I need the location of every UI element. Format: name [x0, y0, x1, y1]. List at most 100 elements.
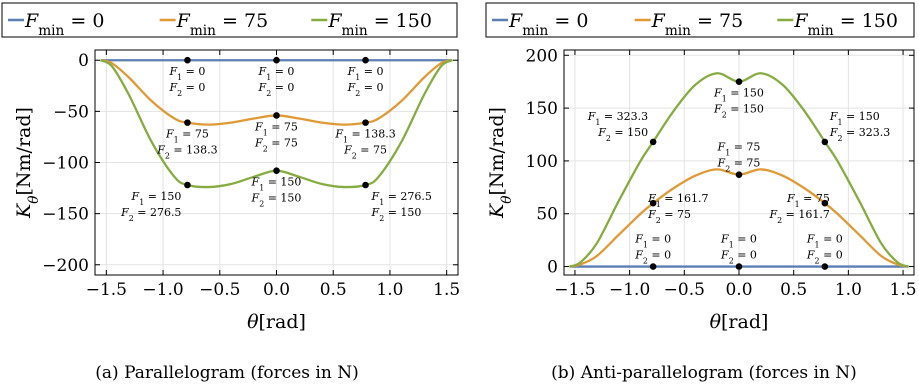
x-tick-label: 1.0	[835, 280, 862, 300]
x-tick-label: 0.5	[320, 280, 347, 300]
y-tick-label: −200	[42, 256, 89, 276]
point-annotation: F2 = 161.7	[768, 208, 829, 225]
data-point	[735, 263, 743, 270]
point-annotation: F2 = 75	[254, 136, 298, 153]
grid	[564, 50, 914, 275]
x-tick-label: −1.0	[142, 280, 183, 300]
point-annotation: F1 = 0	[720, 233, 757, 250]
point-annotation: F1 = 0	[806, 233, 843, 250]
data-point	[821, 263, 829, 270]
point-annotation: F2 = 150	[371, 206, 422, 223]
y-tick-label: −100	[42, 154, 89, 174]
data-point	[362, 56, 369, 64]
legend-entry-label: Fmin = 75	[176, 10, 269, 39]
legend-entry-label: Fmin = 150	[327, 10, 432, 39]
x-tick-label: −1.5	[86, 280, 127, 300]
y-axis-label: Kθ[Nm/rad]	[486, 107, 515, 219]
x-tick-label: −1.5	[554, 280, 595, 300]
x-tick-label: 0.0	[263, 280, 290, 300]
point-annotation: F1 = 0	[347, 65, 384, 82]
point-annotation: F2 = 0	[258, 81, 295, 98]
point-annotation: F2 = 75	[717, 157, 761, 174]
point-annotation: F1 = 75	[254, 120, 298, 137]
y-tick-label: 200	[526, 46, 558, 66]
chart-anti-parallelogram: Fmin = 0 Fmin = 75 Fmin = 150 −1.5 −1.0 −0.5 0…	[485, 2, 917, 383]
data-point	[735, 78, 743, 85]
x-tick-label: −1.0	[609, 280, 650, 300]
data-point	[362, 119, 369, 126]
legend-entry-label: Fmin = 0	[24, 10, 104, 39]
data-point	[649, 138, 657, 146]
x-axis-label: θ[rad]	[247, 311, 306, 333]
y-tick-label: 0	[547, 258, 558, 278]
point-annotation: F2 = 150	[251, 192, 302, 209]
caption: (a) Parallelogram (forces in N)	[95, 363, 358, 383]
legend: Fmin = 0 Fmin = 75 Fmin = 150	[1, 2, 458, 39]
x-axis-label: θ[rad]	[710, 311, 769, 333]
legend-entry-label: Fmin = 0	[508, 10, 588, 39]
x-tick-label: −0.5	[664, 280, 705, 300]
point-annotation: F1 = 138.3	[334, 128, 395, 145]
point-annotation: F2 = 0	[347, 81, 384, 98]
point-annotation: F1 = 161.7	[647, 192, 708, 209]
legend-entry-label: Fmin = 75	[651, 10, 744, 39]
y-tick-label: −50	[53, 102, 89, 122]
point-annotation: F1 = 276.5	[371, 190, 432, 207]
data-point	[273, 167, 280, 174]
point-annotation: F1 = 0	[634, 233, 671, 250]
x-tick-label: 1.5	[890, 280, 917, 300]
x-tick-label: 0.0	[725, 280, 752, 300]
data-point	[821, 199, 829, 207]
point-annotation: F2 = 0	[806, 249, 843, 266]
x-tick-label: 1.0	[376, 280, 403, 300]
data-point	[184, 119, 191, 126]
y-tick-label: 150	[526, 99, 558, 119]
data-point	[184, 181, 191, 189]
point-annotation: F2 = 0	[720, 249, 757, 266]
x-tick-label: 1.5	[433, 280, 460, 300]
point-annotation: F1 = 75	[165, 128, 209, 145]
y-tick-label: −150	[42, 205, 89, 225]
data-point	[273, 112, 280, 119]
data-point	[184, 56, 191, 64]
caption: (b) Anti-parallelogram (forces in N)	[551, 363, 857, 383]
data-point	[735, 171, 743, 178]
point-annotation: F2 = 0	[169, 81, 206, 98]
point-annotation: F2 = 150	[597, 126, 648, 143]
point-annotation: F1 = 75	[786, 192, 830, 209]
legend-entry-label: Fmin = 150	[793, 10, 898, 39]
point-annotation: F2 = 276.5	[120, 206, 181, 223]
data-point	[273, 56, 280, 64]
point-annotation: F2 = 0	[634, 249, 671, 266]
y-axis-label: Kθ[Nm/rad]	[13, 107, 42, 219]
data-point	[362, 181, 369, 189]
y-tick-label: 50	[536, 205, 558, 225]
x-tick-label: 0.5	[780, 280, 807, 300]
point-annotation: F1 = 75	[717, 141, 761, 158]
point-annotation: F1 = 150	[713, 87, 764, 104]
data-point	[649, 199, 657, 207]
point-annotation: F1 = 0	[169, 65, 206, 82]
chart-parallelogram: Fmin = 0 Fmin = 75 Fmin = 150 −1.5 −1.0 −0.5 0…	[1, 2, 460, 383]
point-annotation: F2 = 75	[647, 208, 691, 225]
point-annotation: F2 = 150	[713, 103, 764, 120]
y-tick-label: 100	[526, 152, 558, 172]
y-tick-label: 0	[78, 51, 89, 71]
data-point	[821, 138, 829, 146]
ticks: −1.5 −1.0 −0.5 0.0 0.5 1.0 1.5 0 50 100 150 200	[526, 46, 917, 300]
ticks: −1.5 −1.0 −0.5 0.0 0.5 1.0 1.5 0 −50 −100 −150 −200	[42, 50, 460, 300]
point-annotation: F2 = 138.3	[156, 144, 217, 161]
legend-frame	[1, 2, 458, 38]
x-tick-label: −0.5	[199, 280, 240, 300]
point-annotation: F1 = 0	[258, 65, 295, 82]
data-point	[649, 263, 657, 270]
point-annotation: F1 = 150	[251, 176, 302, 193]
point-annotation: F1 = 150	[131, 190, 182, 207]
legend-frame	[485, 2, 915, 38]
point-annotation: F1 = 323.3	[587, 110, 648, 127]
point-annotation: F2 = 75	[343, 144, 387, 161]
point-annotation: F2 = 323.3	[829, 126, 890, 143]
legend: Fmin = 0 Fmin = 75 Fmin = 150	[485, 2, 915, 39]
point-annotation: F1 = 150	[829, 110, 880, 127]
